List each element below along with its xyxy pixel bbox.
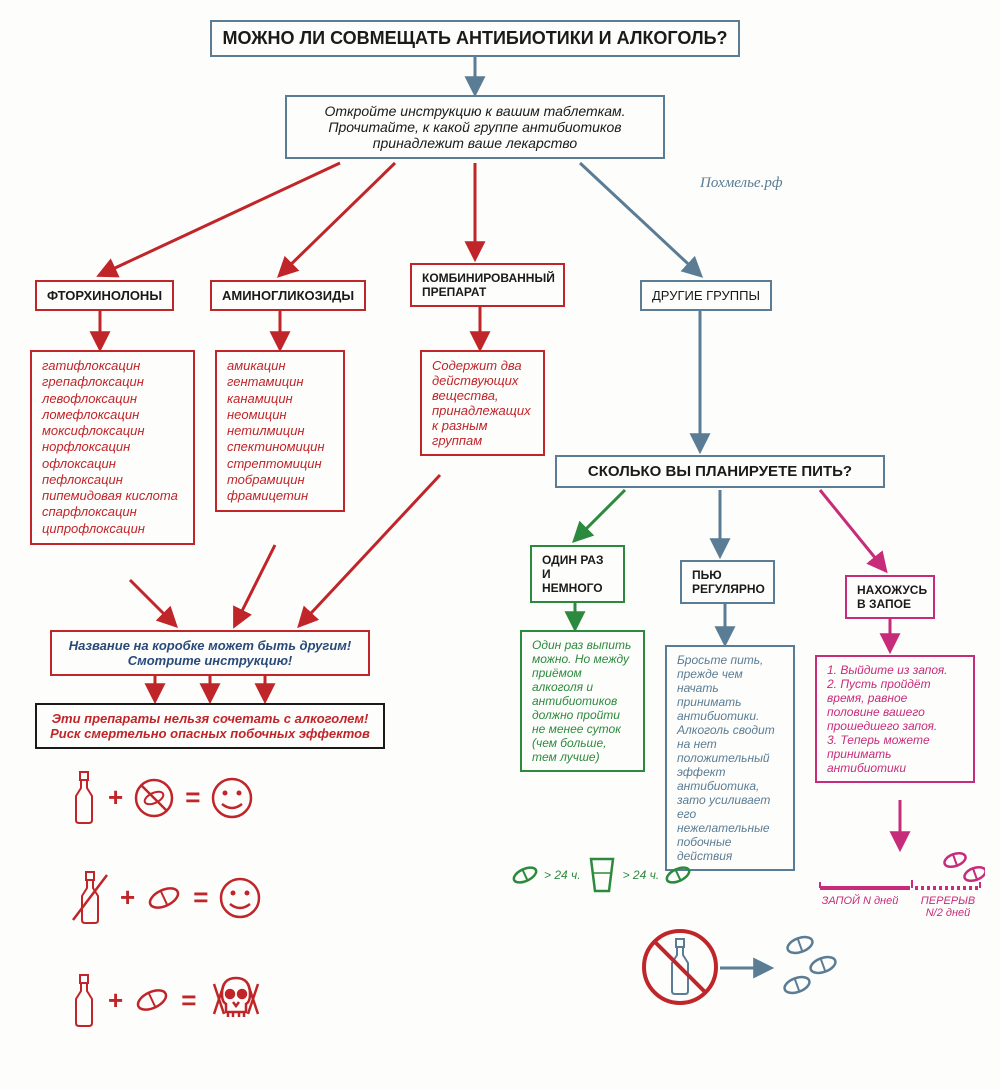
- combo-label: КОМБИНИРОВАННЫЙ ПРЕПАРАТ: [410, 263, 565, 307]
- glass-icon: [585, 855, 619, 895]
- instruction-box: Откройте инструкцию к вашим таблеткам. П…: [285, 95, 665, 159]
- title-box: МОЖНО ЛИ СОВМЕЩАТЬ АНТИБИОТИКИ И АЛКОГОЛ…: [210, 20, 740, 57]
- pill-icon: [145, 879, 183, 917]
- pill-icon: [663, 860, 693, 890]
- option-binge-text: 1. Выйдите из запоя. 2. Пусть пройдёт вр…: [815, 655, 975, 783]
- regular-pills-cluster: [775, 930, 845, 1015]
- pill-crossed-icon: [133, 777, 175, 819]
- regular-no-bottle-icon: [640, 925, 720, 1015]
- once-timing-icons: > 24 ч. > 24 ч.: [510, 855, 693, 895]
- other-groups-label: ДРУГИЕ ГРУППЫ: [640, 280, 772, 311]
- question-how-much: СКОЛЬКО ВЫ ПЛАНИРУЕТЕ ПИТЬ?: [555, 455, 885, 488]
- binge-timeline: ЗАПОЙ N дней ПЕРЕРЫВ N/2 дней: [815, 850, 985, 919]
- combo-row-bottle-no-pill-smile: + =: [70, 770, 254, 825]
- warning-different-name: Название на коробке может быть другим! С…: [50, 630, 370, 676]
- binge-timeline-label-1: ЗАПОЙ N дней: [815, 895, 905, 919]
- option-regular-label: ПЬЮ РЕГУЛЯРНО: [680, 560, 775, 604]
- smile-icon: [210, 776, 254, 820]
- aminoglikozidy-list: амикацингентамицинканамициннеомициннетил…: [215, 350, 345, 512]
- option-binge-label: НАХОЖУСЬ В ЗАПОЕ: [845, 575, 935, 619]
- combo-row-bottle-pill-skull: + =: [70, 970, 266, 1030]
- skull-icon: [206, 970, 266, 1030]
- combo-row-no-bottle-pill-smile: + =: [70, 870, 262, 925]
- aminoglikozidy-label: АМИНОГЛИКОЗИДЫ: [210, 280, 366, 311]
- combo-text: Содержит два действующих вещества, прина…: [420, 350, 545, 456]
- pill-icon: [133, 981, 171, 1019]
- pill-icon: [510, 860, 540, 890]
- watermark: Похмелье.рф: [700, 175, 782, 192]
- bottle-crossed-icon: [70, 870, 110, 925]
- option-once-text: Один раз выпить можно. Но между приёмом …: [520, 630, 645, 772]
- ftorhinolony-list: гатифлоксацингрепафлоксацинлевофлоксацин…: [30, 350, 195, 545]
- option-once-label: ОДИН РАЗ И НЕМНОГО: [530, 545, 625, 603]
- binge-timeline-label-2: ПЕРЕРЫВ N/2 дней: [913, 895, 983, 919]
- smile-icon: [218, 876, 262, 920]
- ftorhinolony-label: ФТОРХИНОЛОНЫ: [35, 280, 174, 311]
- timing-label-2: > 24 ч.: [623, 868, 660, 882]
- option-regular-text: Бросьте пить, прежде чем начать принимат…: [665, 645, 795, 871]
- warning-danger: Эти препараты нельзя сочетать с алкоголе…: [35, 703, 385, 749]
- bottle-icon: [70, 973, 98, 1028]
- bottle-icon: [70, 770, 98, 825]
- timing-label-1: > 24 ч.: [544, 868, 581, 882]
